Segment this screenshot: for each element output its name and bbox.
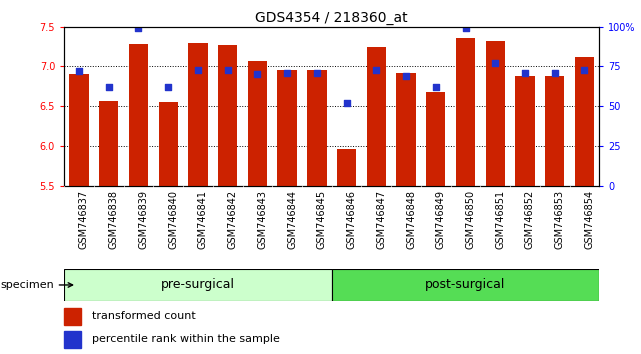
- Text: percentile rank within the sample: percentile rank within the sample: [92, 335, 280, 344]
- Text: GSM746846: GSM746846: [347, 190, 356, 249]
- Text: GSM746844: GSM746844: [287, 190, 297, 249]
- Point: [460, 25, 470, 31]
- Text: GDS4354 / 218360_at: GDS4354 / 218360_at: [255, 11, 408, 25]
- Point: [222, 67, 233, 73]
- Point: [133, 25, 144, 31]
- Text: specimen: specimen: [0, 280, 72, 290]
- Point: [163, 84, 173, 90]
- Point: [312, 70, 322, 76]
- Bar: [332, 269, 599, 301]
- Text: GSM746851: GSM746851: [495, 190, 505, 249]
- Point: [579, 67, 590, 73]
- Text: GSM746845: GSM746845: [317, 190, 327, 249]
- Bar: [278, 70, 297, 186]
- Text: GSM746840: GSM746840: [168, 190, 178, 249]
- Bar: [64, 308, 81, 325]
- Bar: [247, 61, 267, 186]
- Bar: [129, 44, 148, 186]
- Point: [74, 68, 84, 74]
- Point: [193, 67, 203, 73]
- Text: GSM746841: GSM746841: [198, 190, 208, 249]
- Point: [490, 60, 501, 66]
- Bar: [367, 47, 386, 186]
- Text: transformed count: transformed count: [92, 312, 196, 321]
- Point: [549, 70, 560, 76]
- Text: GSM746847: GSM746847: [376, 190, 387, 249]
- Text: GSM746850: GSM746850: [465, 190, 476, 249]
- Bar: [69, 74, 88, 186]
- Point: [520, 70, 530, 76]
- Bar: [158, 102, 178, 186]
- Bar: [307, 70, 326, 186]
- Bar: [396, 73, 416, 186]
- Bar: [337, 149, 356, 186]
- Bar: [218, 45, 237, 186]
- Text: GSM746848: GSM746848: [406, 190, 416, 249]
- Text: GSM746853: GSM746853: [554, 190, 565, 249]
- Bar: [575, 57, 594, 186]
- Bar: [99, 101, 119, 186]
- Text: GSM746852: GSM746852: [525, 190, 535, 249]
- Bar: [64, 331, 81, 348]
- Bar: [486, 41, 505, 186]
- Point: [342, 100, 352, 106]
- Text: GSM746849: GSM746849: [436, 190, 445, 249]
- Bar: [515, 76, 535, 186]
- Point: [104, 84, 114, 90]
- Text: GSM746843: GSM746843: [258, 190, 267, 249]
- Bar: [426, 92, 445, 186]
- Text: GSM746839: GSM746839: [138, 190, 149, 249]
- Bar: [456, 38, 475, 186]
- Point: [371, 67, 381, 73]
- Text: post-surgical: post-surgical: [426, 279, 506, 291]
- Point: [401, 73, 411, 79]
- Bar: [188, 43, 208, 186]
- Text: GSM746854: GSM746854: [585, 190, 594, 249]
- Point: [282, 70, 292, 76]
- Text: GSM746838: GSM746838: [109, 190, 119, 249]
- Text: GSM746842: GSM746842: [228, 190, 238, 249]
- Bar: [545, 76, 564, 186]
- Point: [431, 84, 441, 90]
- Text: GSM746837: GSM746837: [79, 190, 89, 249]
- Text: pre-surgical: pre-surgical: [161, 279, 235, 291]
- Point: [253, 72, 263, 77]
- Bar: [64, 269, 332, 301]
